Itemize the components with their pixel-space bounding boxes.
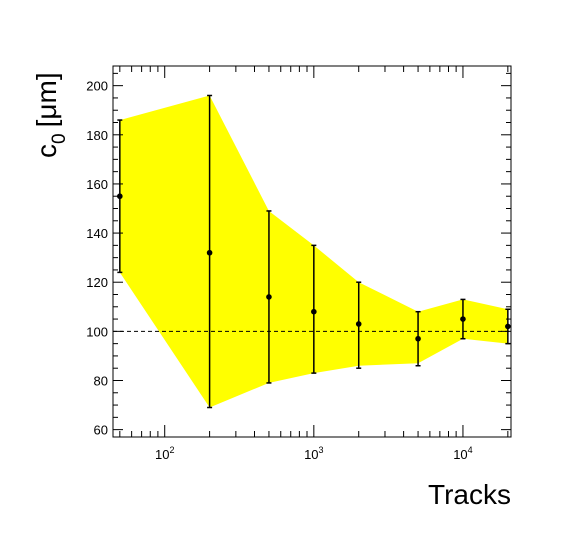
x-tick-label-base: 10 xyxy=(304,447,318,462)
data-point-layer xyxy=(117,193,511,342)
y-tick-label: 120 xyxy=(86,275,108,290)
x-tick-label-exponent: 3 xyxy=(319,445,324,455)
y-tick-label: 160 xyxy=(86,177,108,192)
x-tick-label: 104 xyxy=(453,445,472,462)
x-axis-title: Tracks xyxy=(428,479,511,510)
x-tick-label-exponent: 2 xyxy=(169,445,174,455)
data-point xyxy=(460,316,466,322)
data-point xyxy=(415,335,421,342)
y-axis-title-unit: [μm] xyxy=(31,72,62,127)
y-axis-title-main: c xyxy=(31,144,62,158)
y-axis-title: c0 [μm] xyxy=(31,72,70,158)
data-point xyxy=(266,294,272,300)
y-axis-title-subscript: 0 xyxy=(49,133,70,144)
tick-layer xyxy=(113,66,511,437)
x-tick-label-exponent: 4 xyxy=(468,445,473,455)
error-bar-layer xyxy=(117,94,511,409)
x-tick-label: 102 xyxy=(155,445,174,462)
data-point xyxy=(206,249,213,256)
svg-text:c0[μm]: c0 [μm] xyxy=(31,72,70,158)
data-point xyxy=(117,193,123,200)
y-tick-label: 140 xyxy=(86,226,108,241)
data-point xyxy=(355,321,362,327)
data-point xyxy=(505,323,511,330)
x-tick-label-base: 10 xyxy=(155,447,169,462)
plot-frame-border xyxy=(112,65,512,438)
y-tick-label: 180 xyxy=(86,128,108,143)
y-tick-label: 200 xyxy=(86,79,108,94)
y-tick-label: 60 xyxy=(94,423,108,438)
y-tick-label: 100 xyxy=(86,324,108,339)
x-tick-label: 103 xyxy=(304,445,323,462)
plot-frame xyxy=(112,65,512,438)
x-tick-label-base: 10 xyxy=(453,447,467,462)
y-tick-label: 80 xyxy=(94,373,108,388)
data-point xyxy=(311,308,317,315)
